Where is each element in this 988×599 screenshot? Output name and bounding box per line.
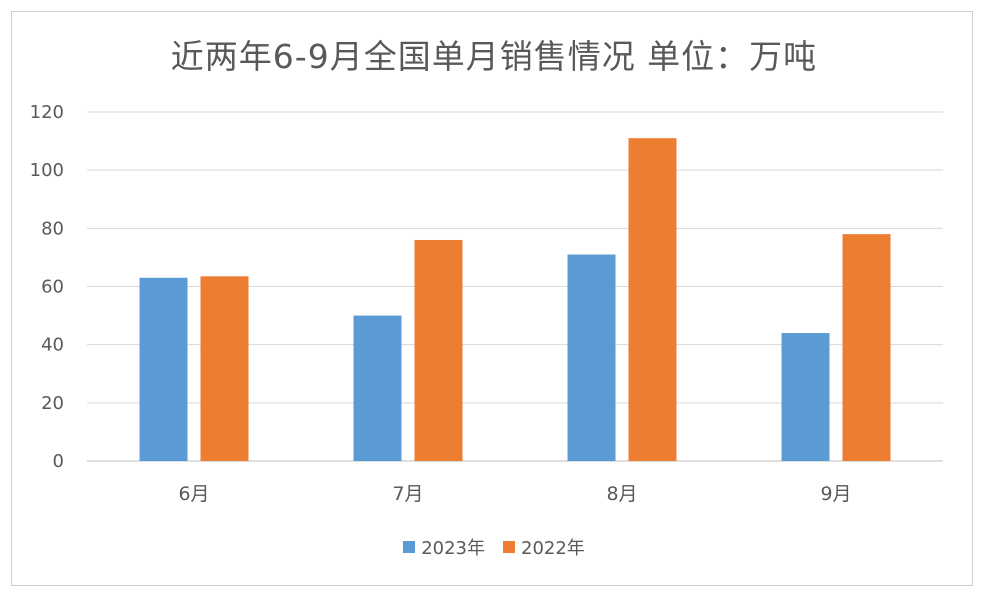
- x-category-label: 8月: [606, 483, 637, 505]
- legend-item-2022: 2022年: [503, 534, 585, 560]
- y-tick-label: 80: [41, 218, 64, 239]
- legend: 2023年 2022年: [0, 534, 988, 560]
- bar-2022年-6月: [200, 276, 249, 461]
- legend-label-2023: 2023年: [421, 538, 485, 559]
- y-tick-label: 0: [53, 451, 64, 472]
- chart-title: 近两年6-9月全国单月销售情况 单位：万吨: [170, 37, 818, 76]
- y-tick-label: 120: [30, 102, 64, 123]
- bar-2023年-7月: [353, 315, 402, 461]
- bar-2023年-6月: [139, 277, 188, 461]
- bar-2023年-8月: [567, 254, 616, 461]
- legend-label-2022: 2022年: [521, 538, 585, 559]
- y-tick-label: 60: [41, 277, 64, 298]
- bar-2023年-9月: [781, 333, 830, 461]
- bar-2022年-7月: [414, 239, 463, 461]
- legend-swatch-2022: [503, 541, 515, 553]
- y-tick-label: 20: [41, 393, 64, 414]
- x-category-label: 6月: [178, 483, 209, 505]
- y-tick-label: 40: [41, 335, 64, 356]
- x-category-label: 7月: [392, 483, 423, 505]
- bar-2022年-8月: [628, 138, 677, 462]
- legend-item-2023: 2023年: [403, 534, 485, 560]
- bar-2022年-9月: [842, 234, 891, 461]
- x-category-label: 9月: [820, 483, 851, 505]
- y-tick-label: 100: [30, 160, 64, 181]
- legend-swatch-2023: [403, 541, 416, 553]
